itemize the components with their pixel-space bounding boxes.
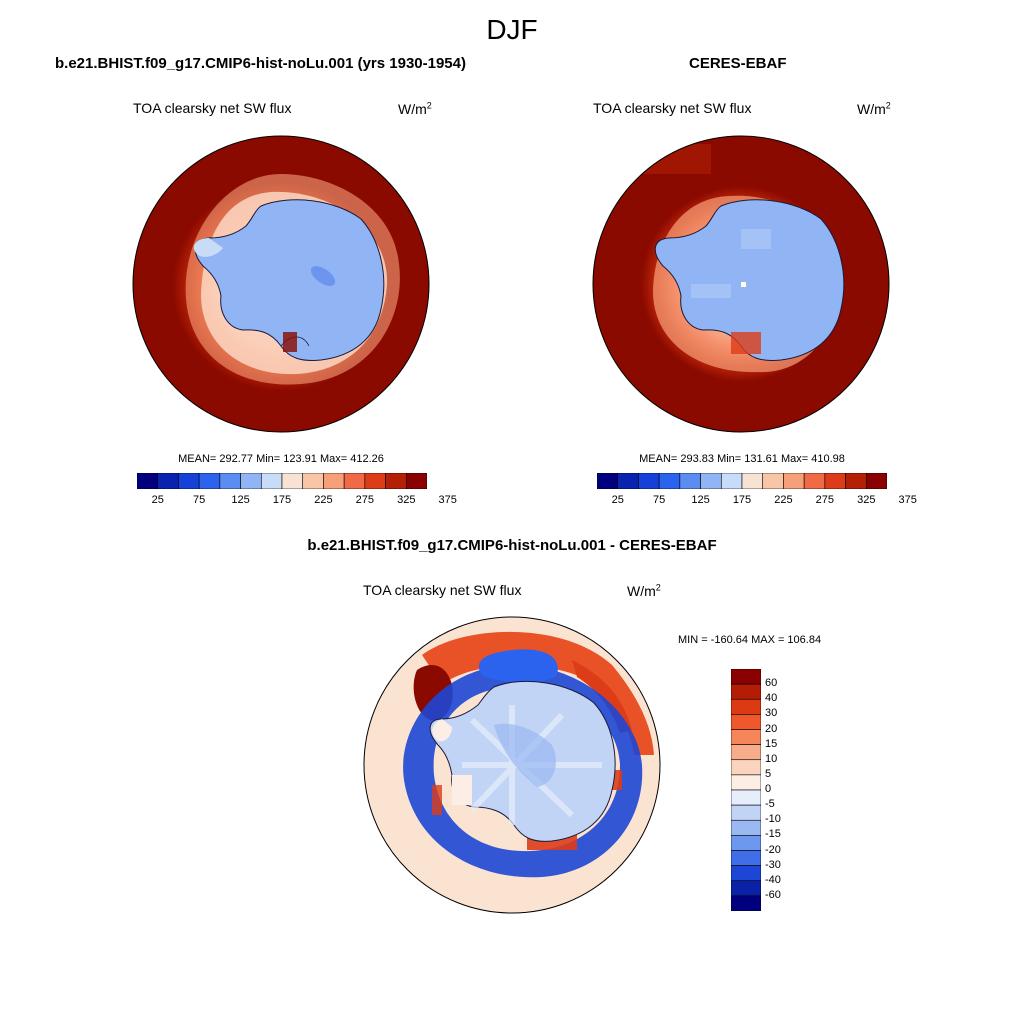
- diff-colorbar: [731, 669, 761, 911]
- diff-colorbar-tick-label: -30: [765, 858, 781, 871]
- model-colorbar-tick-label: 125: [231, 494, 250, 506]
- model-colorbar-tick-label: 375: [438, 494, 457, 506]
- figure-title: DJF: [486, 14, 538, 45]
- obs-colorbar-tick-label: 225: [774, 494, 793, 506]
- diff-colorbar-box: [731, 714, 761, 730]
- obs-colorbar-box: [700, 473, 722, 489]
- diff-polar-map: [363, 616, 661, 914]
- obs-colorbar-box: [783, 473, 805, 489]
- obs-colorbar-box: [762, 473, 784, 489]
- obs-units-label: W/m2: [857, 100, 891, 117]
- obs-polar-map: [592, 135, 890, 433]
- diff-colorbar-box: [731, 698, 761, 715]
- obs-colorbar-box: [597, 473, 619, 489]
- model-variable-label: TOA clearsky net SW flux: [133, 100, 292, 116]
- diff-variable-label: TOA clearsky net SW flux: [363, 582, 522, 598]
- diff-panel-title: b.e21.BHIST.f09_g17.CMIP6-hist-noLu.001 …: [307, 537, 717, 554]
- model-colorbar-box: [240, 473, 262, 489]
- model-colorbar-tick-label: 275: [355, 494, 375, 506]
- diff-units-label: W/m2: [627, 582, 661, 599]
- obs-colorbar-tick-label: 75: [653, 494, 666, 506]
- model-colorbar-box: [364, 473, 386, 489]
- obs-colorbar: [597, 473, 887, 489]
- obs-stats: MEAN= 293.83 Min= 131.61 Max= 410.98: [639, 453, 845, 465]
- obs-colorbar-tick-label: 125: [691, 494, 710, 506]
- obs-colorbar-box: [824, 473, 846, 489]
- diff-colorbar-tick-label: -15: [765, 828, 781, 841]
- obs-colorbar-box: [865, 473, 887, 489]
- obs-colorbar-tick-label: 175: [732, 494, 752, 506]
- model-colorbar: [137, 473, 427, 489]
- diff-colorbar-box: [731, 774, 761, 791]
- obs-colorbar-box: [617, 473, 639, 489]
- model-panel-title: b.e21.BHIST.f09_g17.CMIP6-hist-noLu.001 …: [55, 55, 466, 72]
- model-colorbar-tick-label: 75: [193, 494, 206, 506]
- diff-stats: MIN = -160.64 MAX = 106.84: [678, 634, 822, 646]
- model-colorbar-box: [385, 473, 407, 489]
- diff-colorbar-tick-label: -10: [765, 813, 781, 826]
- diff-colorbar-tick-label: -40: [765, 873, 781, 886]
- diff-colorbar-box: [731, 789, 761, 806]
- model-colorbar-box: [157, 473, 179, 489]
- model-antarctica: [194, 199, 385, 361]
- diff-colorbar-box: [731, 895, 761, 911]
- obs-variable-label: TOA clearsky net SW flux: [593, 100, 752, 116]
- obs-colorbar-box: [679, 473, 701, 489]
- model-colorbar-tick-label: 175: [272, 494, 292, 506]
- model-colorbar-box: [137, 473, 159, 489]
- model-colorbar-tick-label: 225: [314, 494, 333, 506]
- diff-colorbar-box: [731, 865, 761, 882]
- model-colorbar-box: [219, 473, 241, 489]
- obs-colorbar-tick-label: 325: [857, 494, 876, 506]
- diff-colorbar-tick-label: 10: [765, 752, 778, 765]
- diff-colorbar-box: [731, 819, 761, 836]
- model-colorbar-tick-label: 325: [397, 494, 416, 506]
- model-polar-map: [132, 135, 430, 433]
- model-colorbar-box: [198, 473, 221, 489]
- diff-colorbar-tick-label: 30: [765, 707, 778, 720]
- diff-colorbar-box: [731, 880, 761, 897]
- diff-colorbar-box: [731, 729, 761, 745]
- model-colorbar-box: [323, 473, 345, 489]
- model-colorbar-box: [178, 473, 200, 489]
- model-colorbar-box: [405, 473, 427, 489]
- obs-colorbar-box: [720, 473, 743, 489]
- obs-colorbar-box: [741, 473, 764, 489]
- diff-colorbar-tick-label: -20: [765, 843, 781, 856]
- obs-colorbar-box: [845, 473, 867, 489]
- diff-colorbar-box: [731, 683, 761, 700]
- diff-colorbar-tick-label: 20: [765, 722, 778, 735]
- model-colorbar-tick-label: 25: [151, 494, 164, 506]
- diff-colorbar-box: [731, 744, 761, 761]
- model-stats: MEAN= 292.77 Min= 123.91 Max= 412.26: [178, 453, 384, 465]
- diff-colorbar-tick-label: 60: [765, 677, 778, 690]
- diff-colorbar-box: [731, 669, 761, 685]
- diff-colorbar-ticks: 60 40 30 20 15 10 5 0 -5 -10 -15 -20 -30 -40 -60: [765, 669, 825, 911]
- diff-colorbar-box: [731, 850, 761, 866]
- model-colorbar-box: [260, 473, 283, 489]
- diff-colorbar-box: [731, 759, 761, 776]
- diff-colorbar-tick-label: -5: [765, 798, 775, 811]
- obs-colorbar-box: [638, 473, 660, 489]
- obs-colorbar-tick-label: 25: [611, 494, 624, 506]
- diff-colorbar-tick-label: -60: [765, 888, 781, 901]
- model-colorbar-box: [302, 473, 324, 489]
- model-colorbar-box: [281, 473, 304, 489]
- obs-colorbar-box: [803, 473, 826, 489]
- diff-colorbar-tick-label: 40: [765, 692, 778, 705]
- diff-colorbar-tick-label: 5: [765, 767, 772, 780]
- obs-antarctica: [654, 199, 845, 361]
- obs-panel-title: CERES-EBAF: [689, 55, 787, 72]
- diff-colorbar-box: [731, 804, 761, 821]
- obs-colorbar-box: [658, 473, 681, 489]
- diff-colorbar-box: [731, 835, 761, 851]
- diff-colorbar-tick-label: 0: [765, 783, 772, 795]
- model-colorbar-box: [343, 473, 366, 489]
- diff-colorbar-tick-label: 15: [765, 737, 778, 750]
- obs-colorbar-tick-label: 275: [815, 494, 835, 506]
- model-colorbar-ticks: 25 75 125 175 225 275 325 375: [137, 494, 457, 508]
- obs-colorbar-ticks: 25 75 125 175 225 275 325 375: [597, 494, 917, 508]
- model-units-label: W/m2: [398, 100, 432, 117]
- obs-colorbar-tick-label: 375: [898, 494, 917, 506]
